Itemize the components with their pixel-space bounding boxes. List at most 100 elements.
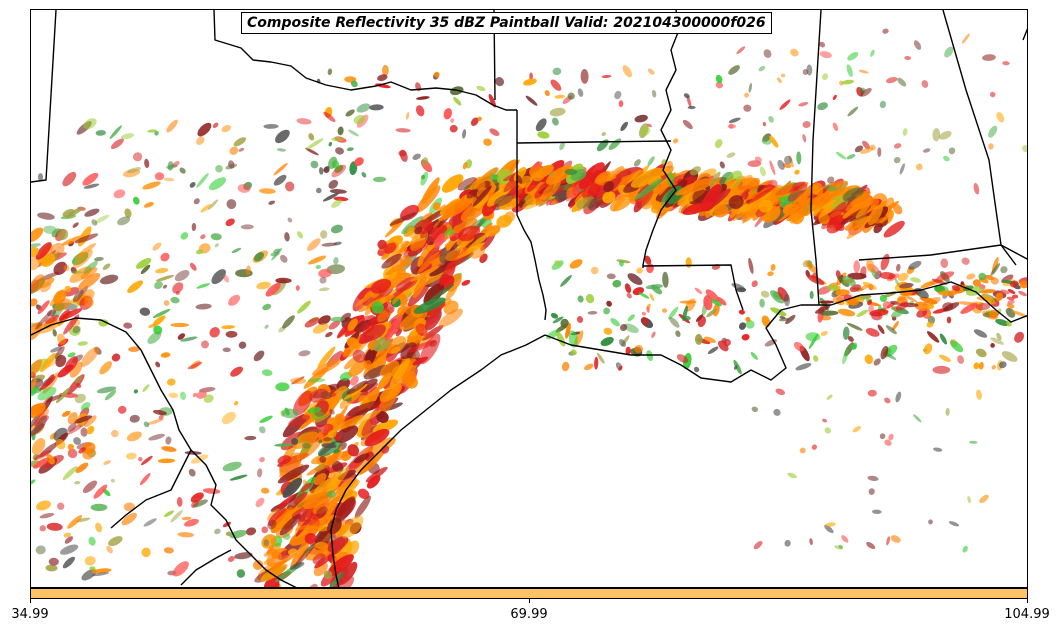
paintball-blob [306, 138, 324, 150]
paintball-blob [870, 144, 876, 151]
paintball-blob [714, 139, 723, 149]
paintball-blob [943, 155, 950, 162]
paintball-blob [942, 302, 954, 311]
paintball-blob [535, 164, 554, 179]
paintball-blob [121, 512, 137, 526]
us-mexico-border [31, 317, 297, 587]
paintball-blob [95, 130, 106, 136]
paintball-blob [52, 329, 57, 337]
paintball-blob [552, 117, 559, 126]
paintball-blob [39, 512, 55, 519]
paintball-blob [179, 391, 187, 400]
paintball-blob [312, 323, 329, 334]
paintball-blob [395, 328, 403, 337]
paintball-blob [1011, 310, 1027, 318]
paintball-blob [312, 497, 336, 515]
paintball-blob [188, 468, 196, 477]
paintball-blob [921, 80, 929, 88]
paintball-blob [978, 289, 996, 294]
paintball-blob [489, 171, 494, 182]
paintball-blob [883, 220, 905, 238]
paintball-blob [318, 167, 324, 175]
paintball-blob [477, 116, 482, 121]
paintball-blob [348, 129, 359, 137]
paintball-blob [783, 155, 793, 165]
paintball-blob [982, 54, 996, 61]
paintball-blob [603, 180, 614, 193]
paintball-blob [622, 65, 633, 78]
paintball-blob [354, 495, 371, 519]
paintball-blob [888, 433, 894, 441]
paintball-blob [666, 185, 684, 205]
paintball-blob [960, 303, 978, 314]
paintball-blob [932, 128, 941, 142]
paintball-blob [627, 314, 635, 322]
paintball-blob [254, 252, 264, 262]
paintball-blob [488, 93, 496, 108]
paintball-blob [785, 314, 796, 325]
paintball-blob [86, 425, 95, 435]
paintball-blob [384, 219, 405, 238]
paintball-blob [768, 115, 774, 123]
paintball-blob [132, 152, 143, 162]
paintball-blob [317, 432, 325, 442]
paintball-blob [77, 341, 88, 346]
paintball-blob [180, 232, 189, 240]
paintball-blob [228, 160, 235, 169]
paintball-blob [325, 331, 333, 338]
paintball-blob [618, 100, 624, 108]
paintball-blob [266, 545, 274, 555]
paintball-blob [969, 440, 978, 444]
paintball-blob [106, 545, 113, 554]
paintball-blob [166, 119, 178, 133]
paintball-blob [192, 392, 197, 398]
paintball-blob [293, 491, 308, 504]
paintball-blob [36, 500, 51, 511]
paintball-blob [331, 136, 344, 142]
paintball-blob [176, 497, 183, 507]
paintball-blob [867, 204, 884, 226]
paintball-blob [466, 233, 489, 252]
paintball-blob [261, 526, 269, 534]
paintball-blob [967, 496, 971, 504]
paintball-blob [104, 390, 117, 401]
paintball-blob [926, 321, 934, 328]
paintball-blob [295, 285, 300, 291]
paintball-blob [441, 174, 464, 193]
paintball-blob [240, 224, 254, 230]
paintball-blob [718, 340, 729, 352]
paintball-blob [761, 138, 772, 145]
paintball-blob [561, 361, 570, 372]
paintball-blob [366, 475, 381, 489]
paintball-blob [384, 242, 397, 254]
paintball-blob [282, 315, 295, 329]
paintball-blob [480, 232, 496, 251]
paintball-blob [939, 333, 948, 345]
paintball-blob [879, 294, 888, 303]
paintball-blob [45, 314, 60, 324]
paintball-blob [787, 472, 797, 479]
paintball-blob [651, 331, 656, 339]
paintball-blob [307, 238, 321, 251]
paintball-blob [84, 297, 94, 308]
paintball-blob [202, 488, 221, 494]
paintball-blob [620, 323, 628, 332]
paintball-blob [790, 48, 799, 57]
paintball-blob [835, 289, 850, 297]
paintball-blob [308, 378, 326, 383]
paintball-blob [758, 65, 766, 72]
paintball-blob [253, 350, 265, 362]
paintball-blob [736, 287, 747, 293]
paintball-blob [951, 285, 961, 292]
northeast-border [1022, 28, 1027, 41]
paintball-blob [462, 129, 467, 139]
paintball-blob [893, 156, 901, 164]
paintball-blob [74, 415, 93, 424]
paintball-blob [244, 435, 257, 441]
paintball-blob [560, 318, 570, 328]
paintball-blob [414, 226, 423, 235]
paintball-blob [634, 344, 643, 354]
paintball-blob [763, 49, 772, 58]
paintball-blob [525, 95, 538, 106]
paintball-blob [82, 447, 96, 460]
